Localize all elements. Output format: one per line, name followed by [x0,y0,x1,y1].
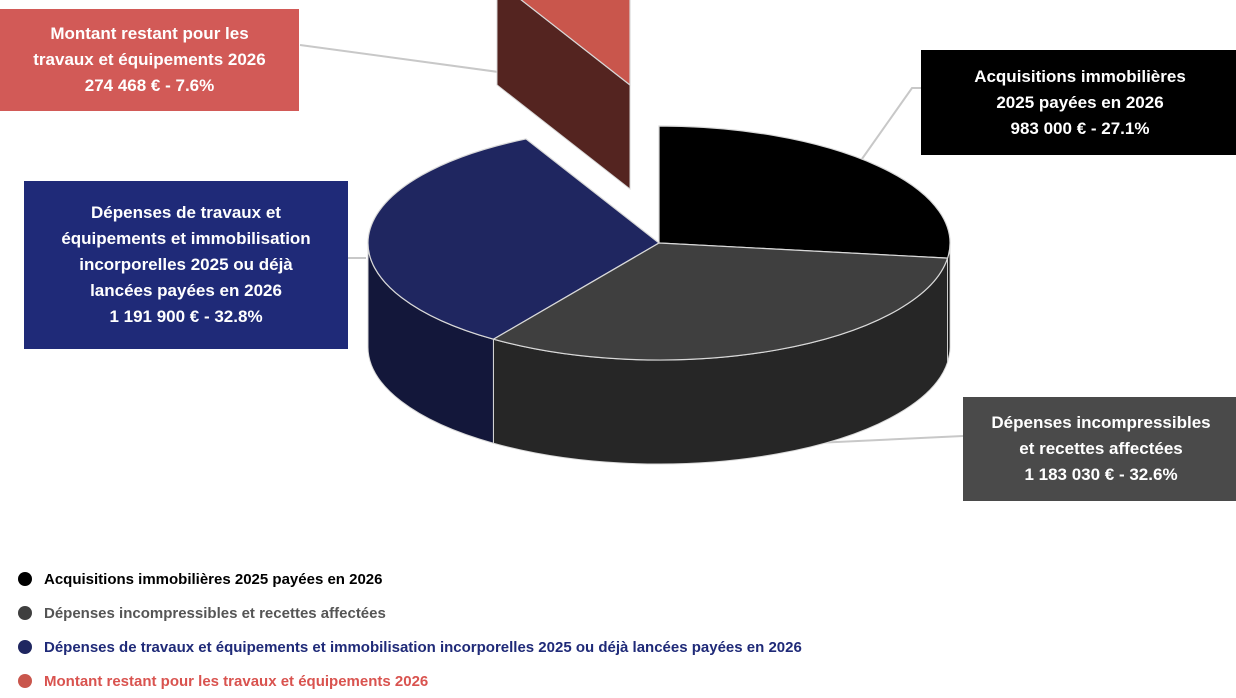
callout-depenses-incompressibles: Dépenses incompressibles et recettes aff… [963,397,1236,501]
callout-depenses-travaux-line-4: lancées payées en 2026 [90,281,282,300]
legend-marker-depenses-incompressibles [18,606,32,620]
callout-montant-restant-value: 274 468 € - 7.6% [84,76,215,95]
callout-depenses-travaux: Dépenses de travaux et équipements et im… [24,181,348,349]
callout-montant-restant-line-2: travaux et équipements 2026 [33,50,266,69]
callout-depenses-travaux-value: 1 191 900 € - 32.8% [109,307,263,326]
callout-depenses-travaux-line-3: incorporelles 2025 ou déjà [79,255,293,274]
legend-marker-montant-restant [18,674,32,688]
legend-item-montant-restant: Montant restant pour les travaux et équi… [18,664,1218,698]
callout-acquisitions: Acquisitions immobilières 2025 payées en… [921,50,1236,155]
legend-item-acquisitions: Acquisitions immobilières 2025 payées en… [18,562,1218,596]
callout-depenses-travaux-line-2: équipements et immobilisation [61,229,311,248]
pie-slice-tops [367,0,951,361]
chart-legend: Acquisitions immobilières 2025 payées en… [18,562,1218,698]
leader-line-acquisitions [856,87,928,167]
legend-label-acquisitions: Acquisitions immobilières 2025 payées en… [44,570,383,588]
callout-acquisitions-value: 983 000 € - 27.1% [1010,118,1150,138]
pie-slice-depenses-travaux [367,138,661,340]
legend-marker-depenses-travaux [18,640,32,654]
callout-depenses-travaux-line-1: Dépenses de travaux et [91,203,281,222]
callout-montant-restant: Montant restant pour les travaux et équi… [0,9,299,111]
pie-slice-montant-restant [520,0,631,87]
callout-depenses-incompressibles-line-2: et recettes affectées [1019,439,1183,458]
pie-slice-acquisitions [658,125,951,259]
pie-chart-svg [299,0,964,465]
callout-acquisitions-line-2: 2025 payées en 2026 [996,92,1164,112]
legend-label-depenses-incompressibles: Dépenses incompressibles et recettes aff… [44,604,386,622]
pie-slice-depenses-incompressibles [491,242,949,361]
legend-item-depenses-travaux: Dépenses de travaux et équipements et im… [18,630,1218,664]
legend-label-montant-restant: Montant restant pour les travaux et équi… [44,672,429,690]
legend-item-depenses-incompressibles: Dépenses incompressibles et recettes aff… [18,596,1218,630]
legend-label-depenses-travaux: Dépenses de travaux et équipements et im… [44,638,802,656]
callout-depenses-incompressibles-value: 1 183 030 € - 32.6% [1024,465,1178,484]
callout-acquisitions-line-1: Acquisitions immobilières [974,66,1186,86]
callout-montant-restant-line-1: Montant restant pour les [50,24,249,43]
legend-marker-acquisitions [18,572,32,586]
callout-depenses-incompressibles-line-1: Dépenses incompressibles [991,413,1211,432]
